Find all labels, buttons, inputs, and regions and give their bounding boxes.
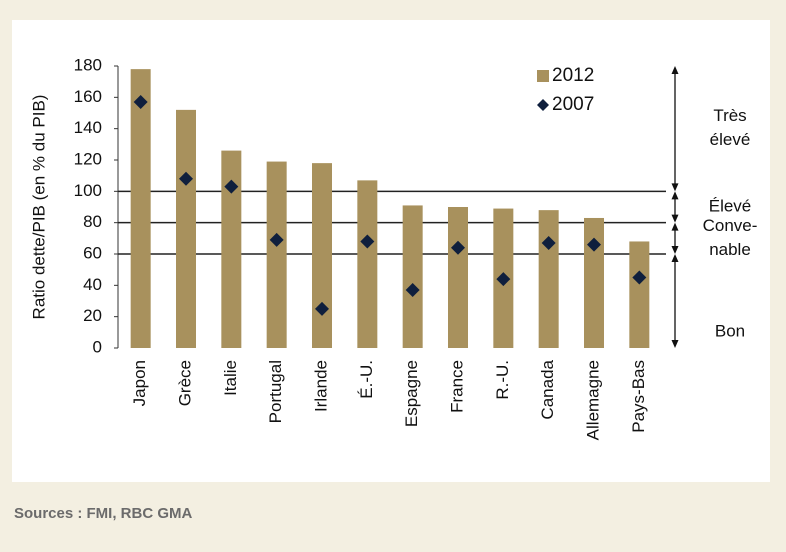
bar: [538, 210, 559, 348]
y-axis-label: Ratio dette/PIB (en % du PIB): [29, 95, 48, 320]
x-tick-label: Portugal: [266, 360, 285, 423]
arrow-head: [671, 191, 679, 200]
y-tick-label: 180: [74, 55, 102, 74]
legend-swatch: [537, 99, 549, 111]
x-tick-label: Allemagne: [583, 360, 602, 440]
x-tick-label: R.-U.: [493, 360, 512, 400]
marker: [587, 237, 601, 252]
marker: [269, 232, 284, 247]
arrow-head: [671, 254, 679, 262]
legend-label: 2007: [552, 94, 594, 115]
x-tick-label: É.-U.: [357, 360, 376, 399]
bar: [357, 180, 378, 348]
x-tick-label: Irlande: [311, 360, 330, 412]
bar: [221, 150, 242, 348]
marker: [133, 95, 148, 110]
y-tick-label: 60: [83, 243, 102, 262]
zone-label: Élevé: [709, 196, 752, 215]
arrow-head: [671, 183, 679, 192]
bar: [266, 161, 287, 348]
marker: [179, 171, 193, 186]
bar: [584, 217, 604, 348]
x-tick-label: Japon: [130, 360, 149, 406]
marker: [315, 301, 329, 316]
arrow-head: [671, 246, 679, 254]
marker: [541, 236, 556, 251]
y-tick-label: 40: [83, 275, 102, 294]
zone-label: élevé: [710, 130, 751, 149]
zone-label: Très: [713, 106, 746, 125]
x-tick-label: Pays-Bas: [629, 360, 648, 433]
x-tick-label: Italie: [221, 360, 240, 396]
bar: [402, 205, 423, 348]
bar: [176, 109, 196, 348]
zone-label: Bon: [715, 321, 745, 340]
y-tick-label: 20: [83, 306, 102, 325]
arrow-head: [671, 66, 679, 74]
marker: [405, 283, 420, 298]
marker: [632, 270, 647, 285]
x-tick-label: France: [447, 360, 466, 413]
zone-label: nable: [709, 240, 751, 259]
y-tick-label: 140: [74, 118, 102, 137]
marker: [224, 179, 239, 194]
arrow-head: [671, 222, 679, 231]
x-tick-label: Espagne: [402, 360, 421, 427]
y-tick-label: 0: [93, 337, 102, 356]
arrow-head: [671, 340, 679, 348]
marker: [451, 240, 465, 255]
bar: [448, 207, 468, 348]
legend-label: 2012: [552, 65, 594, 86]
source: Sources : FMI, RBC GMA: [14, 505, 193, 522]
bar: [629, 241, 650, 348]
bar: [312, 163, 332, 348]
marker: [360, 234, 375, 249]
x-tick-label: Grèce: [175, 360, 194, 406]
legend-swatch: [537, 70, 549, 82]
marker: [496, 272, 511, 287]
arrow-head: [671, 214, 679, 223]
y-tick-label: 120: [74, 149, 102, 168]
bar: [130, 69, 151, 348]
y-tick-label: 80: [83, 212, 102, 231]
x-tick-label: Canada: [538, 359, 557, 419]
y-tick-label: 100: [74, 181, 102, 200]
panel: [12, 20, 770, 482]
zone-label: Conve-: [703, 216, 758, 235]
y-tick-label: 160: [74, 87, 102, 106]
